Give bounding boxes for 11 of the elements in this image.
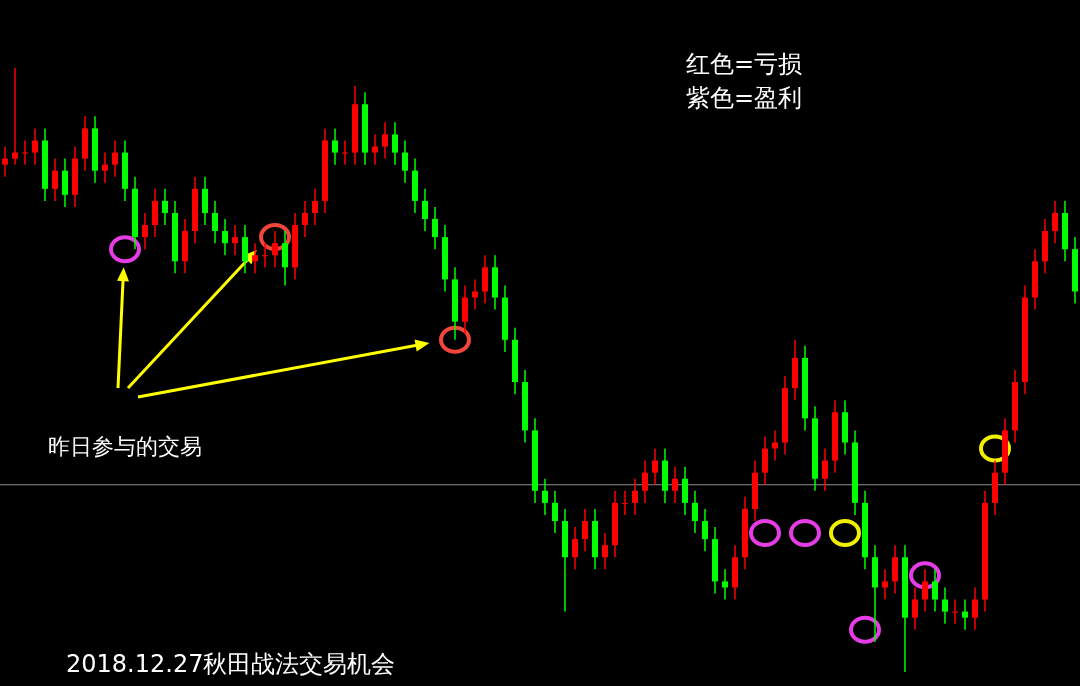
annotation: 红色=亏损: [686, 50, 803, 78]
annotation: 紫色=盈利: [686, 84, 803, 112]
point: [749, 519, 781, 548]
point: [909, 561, 941, 590]
point: [109, 235, 141, 264]
point: [829, 519, 861, 548]
annotation: 2018.12.27秋田战法交易机会: [66, 650, 396, 678]
point: [789, 519, 821, 548]
annotation: 昨日参与的交易: [48, 434, 202, 459]
point: [849, 615, 881, 644]
point: [439, 325, 471, 354]
